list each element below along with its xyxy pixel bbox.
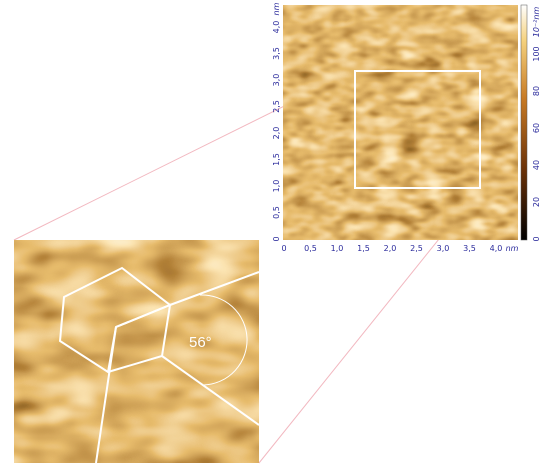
colorbar-tick-label: 0 bbox=[532, 236, 541, 241]
lattice-overlay bbox=[58, 266, 260, 464]
colorbar-unit: 10⁻²nm bbox=[532, 7, 541, 38]
x-tick-label: 0 bbox=[281, 244, 286, 253]
x-tick-label: 3,0 bbox=[437, 244, 450, 253]
colorbar-tick-label: 100 bbox=[532, 46, 541, 61]
y-tick-label: 4,0 bbox=[272, 21, 281, 34]
colorbar-tick-label: 20 bbox=[532, 197, 541, 207]
y-tick-label: 1,5 bbox=[272, 153, 281, 166]
y-unit: nm bbox=[272, 2, 281, 15]
colorbar-tick-label: 60 bbox=[532, 123, 541, 133]
y-tick-label: 0 bbox=[272, 236, 281, 241]
stm-image bbox=[283, 5, 518, 240]
x-tick-label: 1,5 bbox=[357, 244, 370, 253]
angle-label: 56° bbox=[189, 334, 212, 351]
x-unit: nm bbox=[506, 244, 519, 253]
x-tick-label: 2,5 bbox=[410, 244, 423, 253]
y-tick-label: 2,5 bbox=[272, 100, 281, 113]
colorbar bbox=[520, 4, 528, 241]
zoom-region bbox=[354, 70, 481, 189]
zoom-image bbox=[14, 240, 259, 463]
x-tick-label: 2,0 bbox=[384, 244, 397, 253]
y-tick-label: 3,0 bbox=[272, 74, 281, 87]
x-tick-label: 3,5 bbox=[463, 244, 476, 253]
x-tick-label: 1,0 bbox=[331, 244, 344, 253]
colorbar-tick-label: 40 bbox=[532, 160, 541, 170]
y-tick-label: 2,0 bbox=[272, 127, 281, 140]
x-tick-label: 0,5 bbox=[304, 244, 317, 253]
y-tick-label: 3,5 bbox=[272, 47, 281, 60]
y-tick-label: 0,5 bbox=[272, 206, 281, 219]
y-tick-label: 1,0 bbox=[272, 180, 281, 193]
colorbar-tick-label: 80 bbox=[532, 86, 541, 96]
x-tick-label: 4,0 bbox=[490, 244, 503, 253]
